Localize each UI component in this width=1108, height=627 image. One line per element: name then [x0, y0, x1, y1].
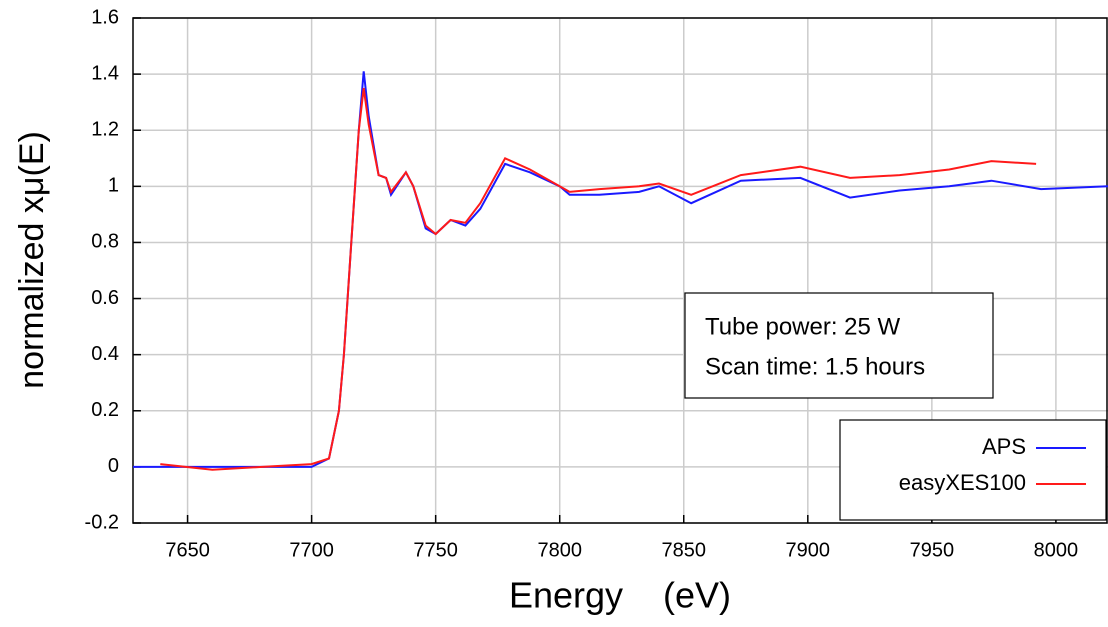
x-tick-label: 7900: [786, 539, 831, 561]
y-tick-label: 0.4: [91, 343, 119, 365]
annotation-box: [684, 292, 994, 399]
x-tick-label: 7750: [413, 539, 458, 561]
x-tick-label: 8000: [1034, 539, 1079, 561]
legend-label: APS: [982, 434, 1026, 459]
x-tick-label: 7650: [165, 539, 210, 561]
y-tick-label: 1.6: [91, 6, 119, 28]
legend-label: easyXES100: [899, 470, 1026, 495]
x-axis-label: Energy (eV): [509, 575, 731, 616]
x-tick-label: 7700: [289, 539, 334, 561]
legend-box: [839, 419, 1107, 521]
y-tick-label: 1.4: [91, 62, 119, 84]
series-line: [160, 87, 1037, 471]
y-tick-label: 0: [108, 455, 119, 477]
x-tick-label: 7850: [662, 539, 707, 561]
y-tick-label: -0.2: [85, 511, 119, 533]
y-tick-label: 0.6: [91, 287, 119, 309]
y-axis-label: normalized xμ(E): [13, 131, 51, 389]
plot-frame: [132, 17, 1108, 524]
y-tick-label: 1.2: [91, 119, 119, 141]
y-tick-label: 0.8: [91, 231, 119, 253]
y-tick-label: 0.2: [91, 399, 119, 421]
x-tick-label: 7950: [910, 539, 955, 561]
annotation: Scan time: 1.5 hours: [705, 353, 925, 380]
annotation: Tube power: 25 W: [705, 313, 901, 340]
x-tick-label: 7800: [537, 539, 582, 561]
y-tick-label: 1: [108, 175, 119, 197]
